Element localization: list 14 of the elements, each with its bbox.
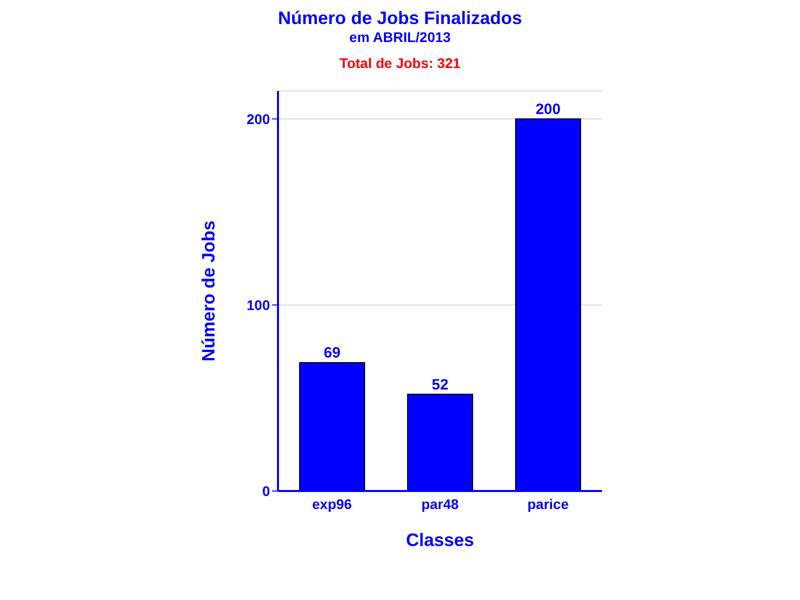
chart-subtitle: em ABRIL/2013 xyxy=(348,29,452,45)
data-label: 69 xyxy=(324,344,340,362)
y-tick-label: 100 xyxy=(246,296,270,313)
chart-title: Número de Jobs Finalizados xyxy=(276,8,524,29)
x-tick-label: exp96 xyxy=(312,496,352,512)
text: Total de Jobs: 321 xyxy=(338,55,462,71)
x-axis-title: Classes xyxy=(406,530,474,550)
x-tick-label: par48 xyxy=(421,496,459,512)
data-label: 52 xyxy=(432,376,448,394)
y-tick-label: 200 xyxy=(246,110,270,127)
y-axis-title: Número de Jobs xyxy=(198,220,218,362)
data-label: 200 xyxy=(536,100,561,118)
y-tick-label: 0 xyxy=(262,482,270,499)
x-tick-label: parice xyxy=(527,496,569,512)
